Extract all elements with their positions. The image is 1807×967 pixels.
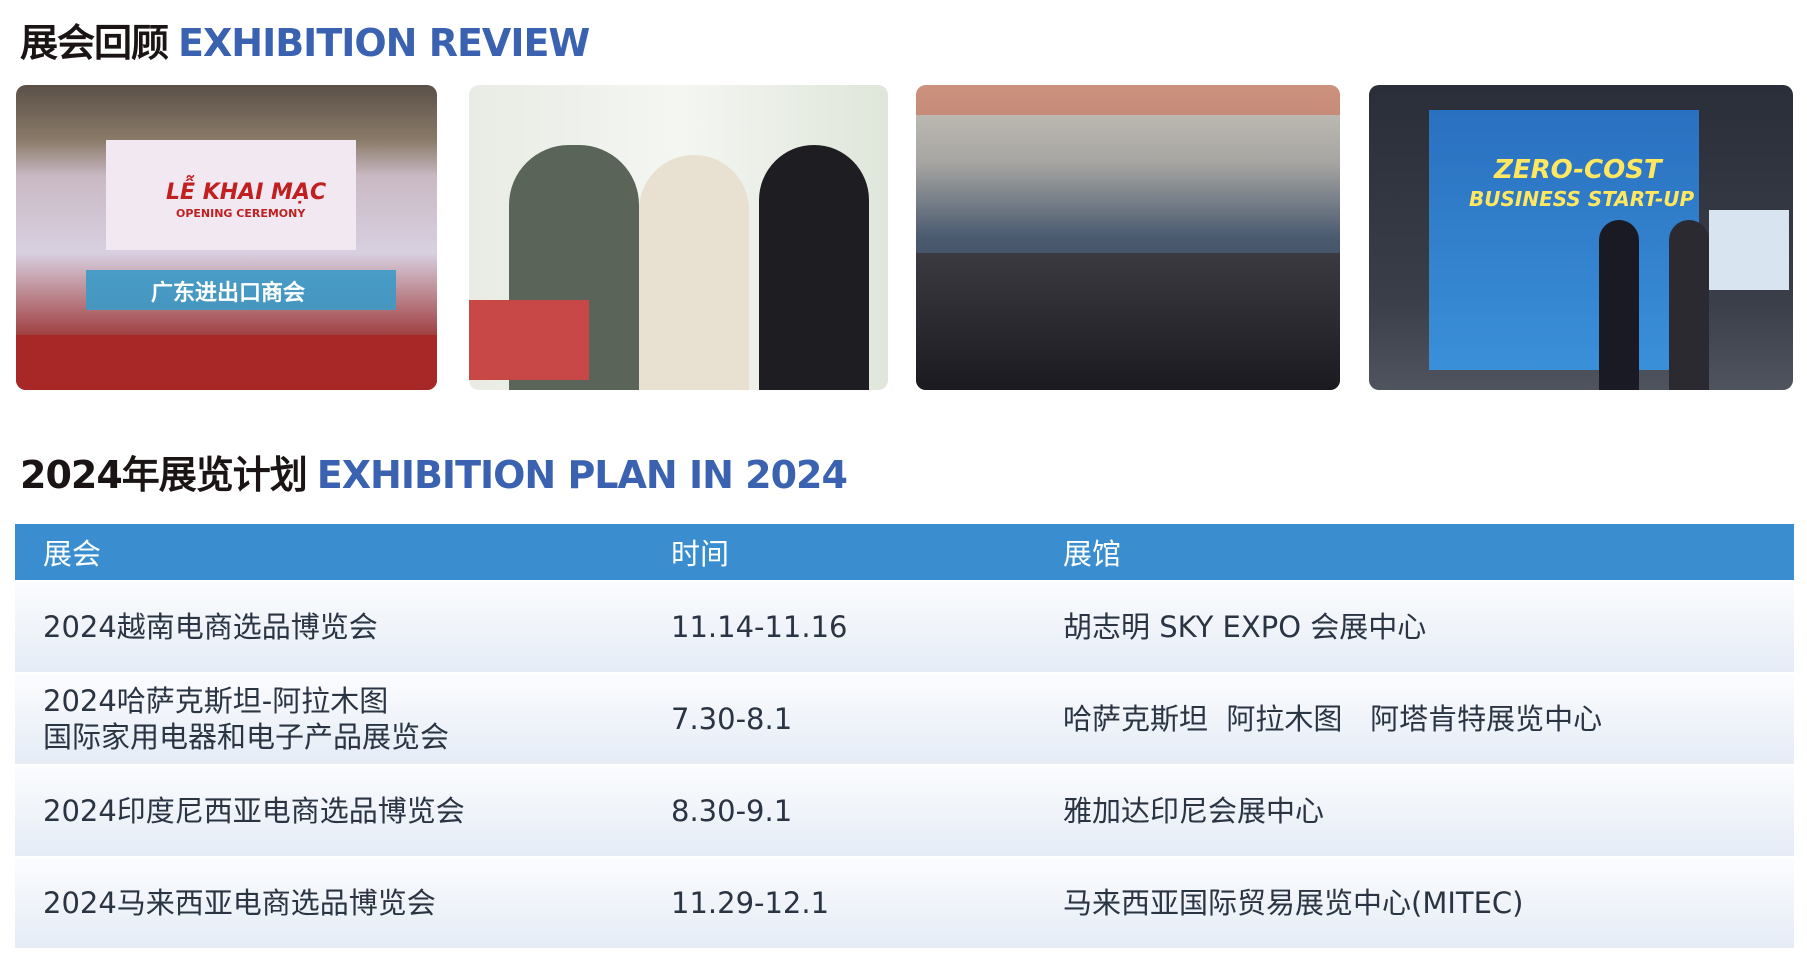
cell-venue: 马来西亚国际贸易展览中心(MITEC) (1063, 856, 1794, 948)
exhibition-name: 2024越南电商选品博览会 (43, 610, 378, 644)
plan-title-cn: 2024年展览计划 (20, 453, 308, 497)
cell-venue: 哈萨克斯坦 阿拉木图 阿塔肯特展览中心 (1063, 672, 1794, 765)
header-exhibition: 展会 (15, 524, 671, 581)
exhibition-name-line2: 国际家用电器和电子产品展览会 (43, 720, 450, 754)
exhibition-plan-table: 展会 时间 展馆 2024越南电商选品博览会 11.14-11.16 胡志明 S… (15, 524, 1794, 948)
exhibition-name: 2024印度尼西亚电商选品博览会 (43, 794, 465, 828)
table-row: 2024哈萨克斯坦-阿拉木图 国际家用电器和电子产品展览会 7.30-8.1 哈萨… (15, 672, 1794, 765)
review-title-en: EXHIBITION REVIEW (178, 21, 590, 65)
table-row: 2024马来西亚电商选品博览会 11.29-12.1 马来西亚国际贸易展览中心(… (15, 856, 1794, 948)
table-row: 2024越南电商选品博览会 11.14-11.16 胡志明 SKY EXPO 会… (15, 580, 1794, 673)
photo-flag-text: 广东进出口商会 (151, 281, 306, 306)
photo-visitors-at-booth (469, 85, 888, 390)
photo-banner-text: ZERO-COST (1494, 155, 1662, 185)
cell-date: 11.29-12.1 (671, 856, 1063, 948)
plan-heading: 2024年展览计划 EXHIBITION PLAN IN 2024 (20, 444, 848, 499)
cell-venue: 胡志明 SKY EXPO 会展中心 (1063, 580, 1794, 673)
cell-exhibition: 2024印度尼西亚电商选品博览会 (15, 764, 671, 857)
cell-venue: 雅加达印尼会展中心 (1063, 764, 1794, 857)
cell-exhibition: 2024马来西亚电商选品博览会 (15, 856, 671, 948)
table-row: 2024印度尼西亚电商选品博览会 8.30-9.1 雅加达印尼会展中心 (15, 764, 1794, 857)
photo-banner-sub: OPENING CEREMONY (176, 207, 306, 220)
header-date: 时间 (671, 524, 1063, 581)
photo-booth-display: ZERO-COST BUSINESS START-UP (1369, 85, 1793, 390)
photo-banner-text: LỄ KHAI MẠC (166, 180, 327, 205)
cell-exhibition: 2024哈萨克斯坦-阿拉木图 国际家用电器和电子产品展览会 (15, 672, 671, 765)
cell-date: 8.30-9.1 (671, 764, 1063, 857)
exhibition-name: 2024马来西亚电商选品博览会 (43, 886, 436, 920)
review-title-cn: 展会回顾 (20, 21, 169, 65)
cell-date: 7.30-8.1 (671, 672, 1063, 765)
cell-exhibition: 2024越南电商选品博览会 (15, 580, 671, 673)
exhibition-name-line1: 2024哈萨克斯坦-阿拉木图 (43, 684, 389, 718)
header-venue: 展馆 (1063, 524, 1794, 581)
photo-banner-sub: BUSINESS START-UP (1469, 187, 1695, 211)
photo-exhibition-hall (916, 85, 1340, 390)
cell-date: 11.14-11.16 (671, 580, 1063, 673)
table-header-row: 展会 时间 展馆 (15, 524, 1794, 581)
photo-opening-ceremony: LỄ KHAI MẠC OPENING CEREMONY 广东进出口商会 (16, 85, 437, 390)
plan-title-en: EXHIBITION PLAN IN 2024 (316, 453, 848, 497)
review-heading: 展会回顾 EXHIBITION REVIEW (20, 12, 590, 67)
